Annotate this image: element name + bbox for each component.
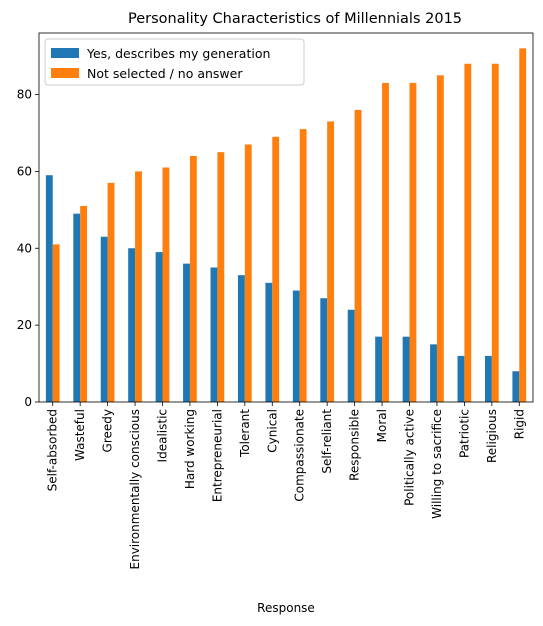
bar-yes-16 (484, 355, 492, 403)
bar-not-selected-9 (299, 129, 307, 402)
bar-not-selected-1 (80, 205, 88, 402)
legend-label-1: Not selected / no answer (87, 66, 243, 81)
bar-yes-17 (512, 371, 520, 402)
bar-not-selected-0 (52, 244, 60, 402)
bar-yes-6 (210, 267, 218, 402)
bar-not-selected-10 (327, 121, 335, 402)
bar-yes-13 (402, 336, 410, 402)
x-tick-label-1: Wasteful (73, 409, 87, 461)
bar-not-selected-12 (382, 82, 389, 402)
x-tick-label-3: Environmentally conscious (128, 409, 142, 570)
bar-yes-11 (347, 309, 355, 402)
y-tick-label-2: 40 (17, 241, 32, 255)
bar-yes-14 (430, 344, 437, 402)
x-tick-label-0: Self-absorbed (46, 409, 60, 491)
bar-not-selected-17 (519, 48, 527, 403)
x-tick-label-10: Self-reliant (320, 409, 334, 474)
bar-not-selected-5 (189, 156, 197, 402)
bar-yes-4 (155, 252, 163, 402)
x-tick-label-12: Moral (375, 409, 389, 442)
bar-not-selected-13 (409, 82, 417, 402)
bar-yes-10 (320, 298, 328, 402)
legend-swatch-0 (51, 48, 79, 58)
x-tick-label-16: Religious (485, 409, 499, 463)
bar-yes-8 (265, 282, 273, 402)
legend-box (44, 38, 305, 86)
bar-not-selected-3 (135, 171, 142, 403)
y-tick-label-1: 20 (17, 318, 32, 332)
x-axis-label: Response (257, 601, 315, 615)
x-tick-label-7: Tolerant (238, 409, 252, 458)
x-tick-label-13: Politically active (403, 409, 417, 506)
x-tick-label-17: Rigid (512, 409, 526, 439)
y-tick-label-0: 0 (24, 395, 32, 409)
bar-not-selected-11 (354, 109, 362, 403)
bar-yes-12 (375, 336, 383, 402)
x-tick-label-2: Greedy (101, 409, 115, 452)
bar-yes-7 (237, 275, 245, 402)
bar-yes-9 (292, 290, 300, 402)
chart-title: Personality Characteristics of Millennia… (128, 11, 462, 27)
bar-yes-2 (100, 236, 108, 402)
x-tick-label-11: Responsible (348, 409, 362, 481)
y-tick-label-4: 80 (17, 88, 32, 102)
x-tick-label-6: Entrepreneurial (210, 409, 224, 502)
bar-yes-1 (73, 213, 81, 402)
bar-not-selected-4 (162, 167, 170, 402)
bar-not-selected-2 (107, 182, 115, 402)
legend: Yes, describes my generation Not selected… (44, 38, 305, 86)
x-tick-label-15: Patriotic (457, 409, 471, 458)
bar-not-selected-7 (244, 144, 252, 402)
bar-yes-15 (457, 355, 465, 403)
x-tick-label-8: Cynical (265, 409, 279, 453)
y-tick-label-3: 60 (17, 164, 32, 178)
legend-swatch-1 (51, 68, 79, 78)
bar-not-selected-14 (436, 75, 444, 402)
bar-yes-3 (128, 248, 136, 402)
axes-frame (38, 32, 534, 403)
plot-area: 0 20 40 60 80 Self-absorbed Wasteful Greedy Envi… (17, 32, 534, 570)
bar-not-selected-8 (272, 136, 280, 402)
x-tick-label-14: Willing to sacrifice (430, 409, 444, 519)
x-tick-label-9: Compassionate (293, 409, 307, 502)
bar-not-selected-15 (464, 63, 472, 402)
bar-not-selected-6 (217, 152, 225, 402)
legend-label-0: Yes, describes my generation (86, 46, 270, 61)
bar-yes-0 (45, 175, 53, 402)
bar-not-selected-16 (491, 63, 499, 402)
x-tick-label-5: Hard working (183, 409, 197, 489)
bar-yes-5 (183, 263, 190, 403)
x-tick-label-4: Idealistic (156, 409, 170, 462)
